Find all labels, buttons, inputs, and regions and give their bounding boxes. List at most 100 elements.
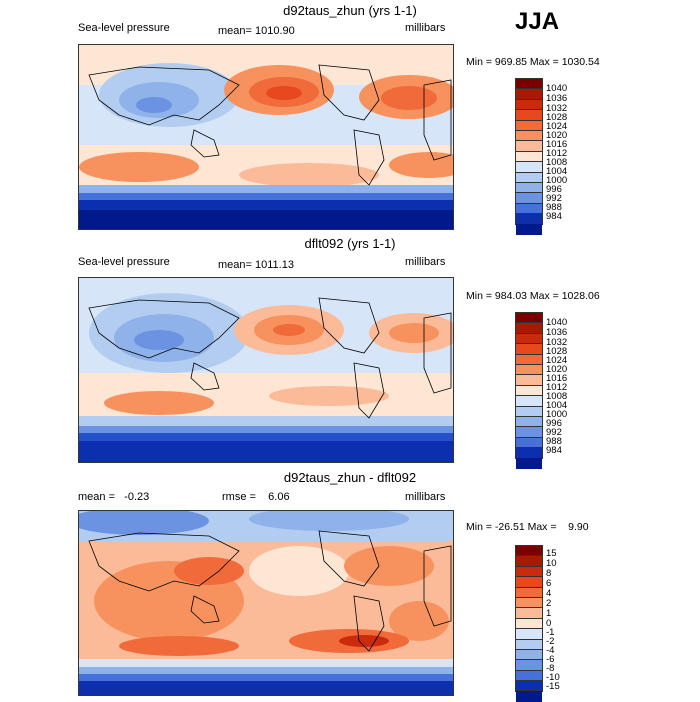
panel-1-mean-label: mean= 1010.90: [218, 25, 295, 37]
panel-2-colorbar: [515, 312, 543, 469]
panel-3-units-label: millibars: [405, 491, 446, 503]
season-label: JJA: [515, 8, 560, 35]
colorbar-swatch: [516, 618, 542, 630]
colorbar-swatch: [516, 681, 542, 692]
colorbar-swatch: [516, 416, 542, 428]
colorbar-swatch: [516, 396, 542, 407]
colorbar-tick-label: 1036: [546, 93, 568, 104]
panel-2-units-label: millibars: [405, 256, 446, 268]
colorbar-tick-label: 1036: [546, 327, 568, 338]
colorbar-swatch: [516, 639, 542, 650]
colorbar-tick-label: 1028: [546, 112, 568, 123]
colorbar-swatch: [516, 151, 542, 163]
panel-1-colorbar: [515, 78, 543, 235]
colorbar-tick-label: 1: [546, 608, 552, 619]
colorbar-swatch: [516, 120, 542, 131]
colorbar-tick-label: 1040: [546, 317, 568, 328]
colorbar-tick-label: -2: [546, 636, 555, 647]
colorbar-swatch: [516, 577, 542, 588]
colorbar-swatch: [516, 670, 542, 682]
panel-3-minmax: Min = -26.51 Max = 9.90: [466, 521, 589, 533]
colorbar-tick-label: -4: [546, 645, 555, 656]
colorbar-swatch: [516, 608, 542, 619]
colorbar-tick-label: 1016: [546, 139, 568, 150]
colorbar-swatch: [516, 193, 542, 204]
colorbar-tick-label: 1024: [546, 121, 568, 132]
colorbar-tick-label: -15: [546, 681, 560, 692]
colorbar-tick-label: 1000: [546, 409, 568, 420]
panel-3-colorbar: [515, 545, 543, 702]
colorbar-tick-label: 2: [546, 598, 552, 609]
colorbar-swatch: [516, 437, 542, 449]
colorbar-swatch: [516, 546, 542, 557]
colorbar-swatch: [516, 224, 542, 235]
colorbar-tick-label: -8: [546, 663, 555, 674]
colorbar-tick-label: 996: [546, 184, 562, 195]
colorbar-tick-label: 1024: [546, 355, 568, 366]
colorbar-tick-label: 1016: [546, 373, 568, 384]
panel-3-map: [78, 510, 454, 696]
colorbar-tick-label: 996: [546, 418, 562, 429]
colorbar-tick-label: 10: [546, 558, 557, 569]
panel-2-variable-label: Sea-level pressure: [78, 256, 170, 268]
colorbar-tick-label: 1008: [546, 157, 568, 168]
panel-3-title: d92taus_zhun - dflt092: [283, 470, 417, 485]
colorbar-swatch: [516, 660, 542, 671]
colorbar-tick-label: 1032: [546, 103, 568, 114]
colorbar-tick-label: 15: [546, 548, 557, 559]
colorbar-tick-label: 1004: [546, 400, 568, 411]
colorbar-tick-label: 1040: [546, 83, 568, 94]
colorbar-swatch: [516, 587, 542, 598]
colorbar-swatch: [516, 89, 542, 100]
colorbar-swatch: [516, 99, 542, 111]
colorbar-tick-label: 8: [546, 568, 552, 579]
colorbar-tick-label: -10: [546, 672, 560, 683]
colorbar-tick-label: 1004: [546, 166, 568, 177]
colorbar-swatch: [516, 691, 542, 702]
colorbar-swatch: [516, 364, 542, 376]
colorbar-tick-label: 1020: [546, 364, 568, 375]
panel-2-minmax: Min = 984.03 Max = 1028.06: [466, 290, 600, 302]
panel-2-mean-label: mean= 1011.13: [218, 259, 294, 271]
colorbar-swatch: [516, 629, 542, 640]
colorbar-swatch: [516, 649, 542, 661]
colorbar-tick-label: -1: [546, 627, 555, 638]
colorbar-tick-label: 1008: [546, 391, 568, 402]
colorbar-tick-label: 6: [546, 578, 552, 589]
colorbar-swatch: [516, 354, 542, 365]
colorbar-swatch: [516, 162, 542, 173]
colorbar-swatch: [516, 214, 542, 225]
colorbar-swatch: [516, 385, 542, 397]
colorbar-swatch: [516, 448, 542, 459]
colorbar-swatch: [516, 110, 542, 121]
colorbar-swatch: [516, 406, 542, 417]
colorbar-swatch: [516, 427, 542, 438]
colorbar-tick-label: 988: [546, 436, 562, 447]
colorbar-tick-label: 1012: [546, 382, 568, 393]
colorbar-tick-label: 1032: [546, 337, 568, 348]
colorbar-tick-label: 0: [546, 618, 552, 629]
panel-2-map: [78, 277, 454, 463]
colorbar-swatch: [516, 130, 542, 142]
colorbar-tick-label: 1000: [546, 175, 568, 186]
colorbar-tick-label: 984: [546, 445, 562, 456]
colorbar-swatch: [516, 313, 542, 324]
colorbar-swatch: [516, 172, 542, 183]
panel-3-rmse-label: rmse = 6.06: [222, 491, 290, 503]
colorbar-tick-label: 4: [546, 588, 552, 599]
colorbar-tick-label: 1012: [546, 148, 568, 159]
colorbar-tick-label: 1028: [546, 346, 568, 357]
colorbar-tick-label: 1020: [546, 130, 568, 141]
colorbar-swatch: [516, 182, 542, 194]
panel-3-mean-label: mean = -0.23: [78, 491, 150, 503]
panel-1-variable-label: Sea-level pressure: [78, 22, 170, 34]
colorbar-tick-label: 984: [546, 211, 562, 222]
colorbar-swatch: [516, 597, 542, 609]
colorbar-swatch: [516, 79, 542, 90]
colorbar-tick-label: -6: [546, 654, 555, 665]
colorbar-swatch: [516, 458, 542, 469]
colorbar-swatch: [516, 375, 542, 386]
colorbar-swatch: [516, 141, 542, 152]
panel-1-minmax: Min = 969.85 Max = 1030.54: [466, 56, 600, 68]
colorbar-swatch: [516, 323, 542, 334]
